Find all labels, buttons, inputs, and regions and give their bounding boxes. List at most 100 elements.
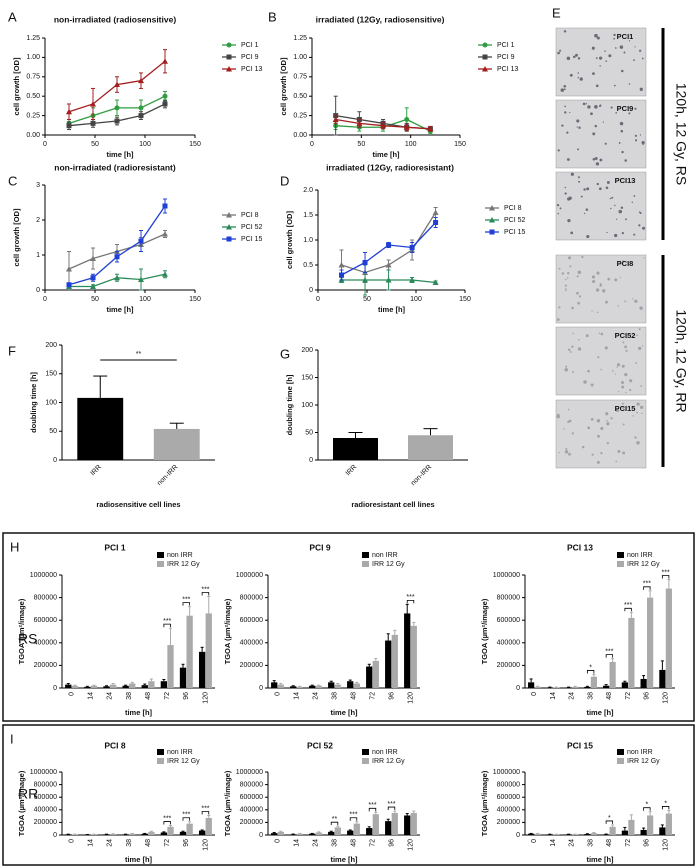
x-tick-label: 150 (459, 296, 471, 303)
cell-speck (563, 84, 567, 88)
significance: *** (406, 594, 414, 601)
significance-bracket (605, 820, 614, 824)
y-tick-label: 400000 (34, 807, 57, 814)
cell-speck (620, 129, 624, 133)
legend-label: PCI 8 (504, 205, 522, 212)
chart-title: irradiated (12Gy, radiosensitive) (316, 14, 445, 24)
cell-speck (559, 207, 562, 210)
y-axis-label: TGOA (µm²/image) (223, 770, 232, 836)
x-axis-label: radiosensitive cell lines (96, 500, 180, 509)
legend-label: non IRR (627, 749, 653, 756)
point (404, 116, 410, 122)
significance-bracket (586, 670, 595, 674)
cell-speck (636, 441, 640, 445)
panel-letter: F (8, 343, 16, 358)
bar (296, 686, 303, 688)
cell-speck (642, 143, 644, 145)
bar (347, 681, 354, 688)
significance-bracket (182, 817, 191, 821)
cell-speck (622, 407, 625, 410)
y-tick-label: 0 (309, 457, 313, 464)
x-tick-label: 24 (569, 692, 576, 700)
cell-speck (564, 278, 567, 281)
bar (572, 834, 579, 835)
x-tick-label: 96 (644, 839, 651, 847)
panel-letter: C (8, 173, 17, 188)
point (114, 274, 120, 281)
x-tick-label: 38 (331, 692, 338, 700)
panel-letter: E (552, 5, 561, 20)
cell-speck (576, 126, 578, 128)
image-label: PCI13 (615, 176, 636, 185)
bar (372, 814, 379, 835)
y-tick-label: 50 (305, 429, 313, 436)
cell-speck (576, 275, 579, 278)
cell-speck (557, 212, 560, 215)
y-tick-label: 150 (301, 374, 313, 381)
cell-speck (606, 231, 608, 234)
cell-speck (606, 422, 610, 426)
cell-speck (624, 159, 627, 162)
cell-speck (563, 30, 567, 33)
point (138, 113, 144, 119)
cell-speck (622, 341, 625, 344)
y-tick-label: 0 (36, 287, 40, 294)
panel-frame (2, 724, 695, 866)
cell-speck (626, 336, 628, 339)
legend-label: non IRR (167, 552, 193, 559)
legend-label: IRR 12 Gy (372, 561, 405, 568)
cell-speck (595, 288, 600, 292)
cell-speck (563, 88, 566, 91)
bar (71, 834, 79, 835)
chart-title: non-irradiated (radiosensitive) (54, 14, 176, 24)
significance: *** (201, 805, 209, 812)
cell-speck (616, 363, 621, 367)
cell-speck (636, 334, 638, 337)
legend-label: IRR 12 Gy (167, 758, 200, 765)
bar (90, 685, 98, 688)
bar (584, 686, 591, 688)
bar (148, 831, 155, 835)
x-axis-label: time [h] (330, 855, 358, 864)
x-tick-label: 72 (625, 839, 632, 847)
legend-swatch (157, 552, 164, 558)
x-axis-label: time [h] (586, 855, 614, 864)
legend-label: non IRR (372, 749, 398, 756)
image-caption: 120h, 12 Gy, RR (673, 309, 689, 412)
x-tick-label: 100 (405, 141, 417, 148)
legend-label: IRR 12 Gy (627, 561, 660, 568)
cell-speck (622, 423, 625, 426)
x-axis-label: time [h] (586, 708, 614, 717)
bar (647, 815, 654, 835)
cell-speck (613, 84, 616, 87)
cell-speck (599, 65, 601, 67)
point (385, 262, 392, 268)
point (489, 205, 495, 211)
point (66, 266, 72, 272)
significance-bracket (643, 807, 651, 811)
y-tick-label: 0.50 (26, 93, 40, 100)
cell-speck (639, 49, 642, 52)
point (338, 262, 345, 268)
bar (90, 834, 98, 835)
cell-speck (577, 76, 580, 79)
cell-speck (640, 385, 643, 388)
bar (141, 833, 148, 835)
y-tick-label: 600000 (34, 794, 57, 801)
cell-speck (564, 186, 567, 189)
point (114, 81, 120, 88)
cell-speck (591, 453, 594, 456)
bar (109, 684, 117, 688)
cell-speck (586, 234, 590, 239)
y-tick-label: 50 (49, 428, 57, 435)
point (162, 93, 168, 99)
cell-speck (596, 460, 600, 464)
cell-speck (566, 56, 571, 61)
y-axis-label: doubling time [h] (285, 374, 294, 435)
bar (309, 833, 316, 835)
cell-speck (618, 391, 620, 393)
y-axis-label: TGOA (µm²/image) (480, 598, 489, 664)
cell-speck (619, 262, 622, 265)
point (162, 58, 168, 64)
cell-speck (622, 260, 625, 263)
